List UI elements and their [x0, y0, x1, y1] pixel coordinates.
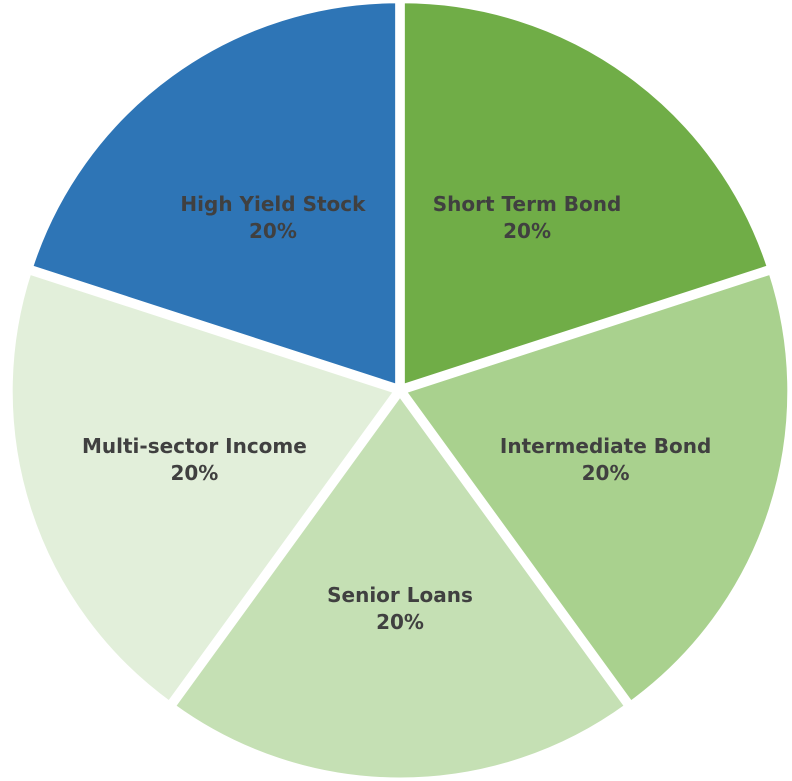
- slice-value-label: 20%: [503, 219, 551, 243]
- slice-label: Intermediate Bond: [500, 434, 711, 458]
- slice-label: Multi-sector Income: [82, 434, 307, 458]
- slice-value-label: 20%: [376, 610, 424, 634]
- pie-slice-multi-sector-income: [7, 268, 401, 708]
- slice-value-label: 20%: [170, 461, 218, 485]
- pie-labels: Short Term Bond 20% Intermediate Bond 20% Se…: [82, 192, 711, 634]
- pie-slice-senior-loans: [169, 389, 631, 781]
- pie-slice-intermediate-bond: [399, 268, 792, 708]
- slice-label: High Yield Stock: [180, 192, 366, 216]
- slice-label: Senior Loans: [327, 583, 473, 607]
- slice-value-label: 20%: [249, 219, 297, 243]
- pie-slice-short-term-bond: [399, 0, 773, 391]
- pie-slices: [7, 0, 792, 781]
- pie-slice-high-yield-stock: [27, 0, 401, 391]
- slice-value-label: 20%: [582, 461, 630, 485]
- slice-label: Short Term Bond: [433, 192, 622, 216]
